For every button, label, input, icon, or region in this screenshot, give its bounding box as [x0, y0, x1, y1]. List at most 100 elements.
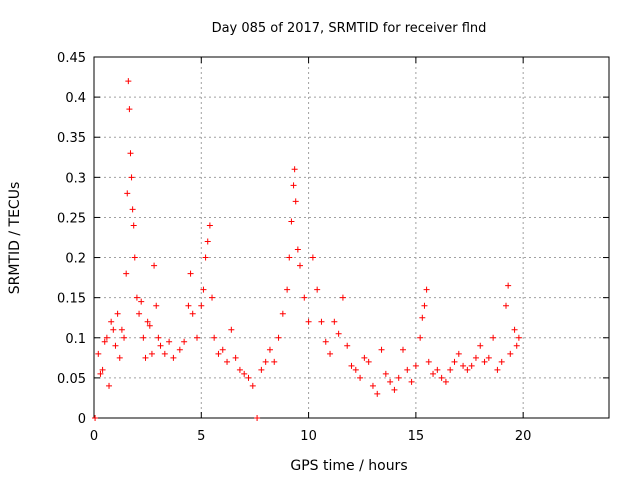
data-point [460, 362, 467, 369]
data-point [498, 358, 505, 365]
data-point [123, 270, 130, 277]
data-point [142, 354, 149, 361]
data-point [161, 350, 168, 357]
y-axis-title: SRMTID / TECUs [7, 182, 23, 295]
data-point [507, 350, 514, 357]
data-point [181, 338, 188, 345]
data-point [290, 182, 297, 189]
x-axis-title: GPS time / hours [290, 458, 407, 474]
data-point [344, 342, 351, 349]
data-point [365, 358, 372, 365]
data-point [301, 294, 308, 301]
data-point [378, 346, 385, 353]
data-point [417, 334, 424, 341]
data-point [130, 222, 137, 229]
data-point [198, 302, 205, 309]
data-point [108, 318, 115, 325]
data-point [425, 358, 432, 365]
data-point [187, 270, 194, 277]
data-point [271, 358, 278, 365]
data-point [464, 366, 471, 373]
data-point [144, 318, 151, 325]
data-point [211, 334, 218, 341]
data-point [118, 326, 125, 333]
data-point [513, 342, 520, 349]
data-point [412, 362, 419, 369]
data-point [95, 350, 102, 357]
data-point [124, 190, 131, 197]
x-tick-label: 15 [408, 429, 425, 444]
data-point [146, 322, 153, 329]
data-point [395, 374, 402, 381]
data-point [419, 314, 426, 321]
data-point [266, 346, 273, 353]
data-point [485, 354, 492, 361]
data-point [232, 354, 239, 361]
data-point [219, 346, 226, 353]
data-point [352, 366, 359, 373]
data-point [194, 334, 200, 341]
data-point [279, 310, 286, 317]
data-point [127, 150, 134, 157]
data-point [447, 366, 454, 373]
data-point [215, 350, 222, 357]
data-point [442, 378, 449, 385]
y-tick-label: 0.15 [57, 292, 86, 307]
data-point [490, 334, 497, 341]
data-point [339, 294, 346, 301]
data-point [291, 166, 298, 173]
data-point [138, 298, 145, 305]
data-point [511, 326, 518, 333]
data-point [472, 354, 479, 361]
y-tick-label: 0 [78, 412, 86, 427]
data-point [106, 382, 113, 389]
data-point [369, 382, 376, 389]
x-tick-label: 0 [90, 429, 98, 444]
data-point [155, 334, 162, 341]
data-point [430, 370, 437, 377]
data-point [275, 334, 282, 341]
data-point [151, 262, 158, 269]
data-point [99, 366, 106, 373]
data-point [434, 366, 441, 373]
chart-title: Day 085 of 2017, SRMTID for receiver fln… [212, 21, 487, 36]
data-point [258, 366, 265, 373]
y-tick-label: 0.45 [57, 51, 86, 66]
data-point [116, 354, 123, 361]
data-point [331, 318, 338, 325]
data-point [245, 374, 252, 381]
data-point [515, 334, 522, 341]
data-point [241, 370, 248, 377]
y-tick-label: 0.35 [57, 131, 86, 146]
data-point [481, 358, 488, 365]
data-point [157, 342, 164, 349]
y-tick-label: 0.3 [65, 171, 86, 186]
data-point [327, 350, 334, 357]
data-point [404, 366, 411, 373]
data-point [249, 382, 256, 389]
data-point [400, 346, 406, 353]
data-point [136, 310, 143, 317]
y-tick-label: 0.4 [65, 91, 86, 106]
data-point [387, 378, 394, 385]
data-point [374, 390, 381, 397]
data-point [176, 346, 183, 353]
data-point [126, 106, 133, 113]
data-point [103, 334, 110, 341]
data-point [185, 302, 192, 309]
data-point [294, 246, 301, 253]
data-point [209, 294, 216, 301]
x-tick-label: 10 [300, 429, 317, 444]
data-point [505, 282, 512, 289]
data-point [224, 358, 231, 365]
data-point [357, 374, 364, 381]
data-point [170, 354, 177, 361]
data-point [206, 222, 213, 229]
axis-ticks: 0 0.05 0.1 0.15 0.2 0.25 0.3 0.35 0.4 0.45 0 5 10 15 2… [57, 51, 609, 444]
data-point [421, 302, 428, 309]
data-point [110, 326, 117, 333]
data-point [236, 366, 243, 373]
data-point [101, 338, 108, 345]
data-point [322, 338, 329, 345]
